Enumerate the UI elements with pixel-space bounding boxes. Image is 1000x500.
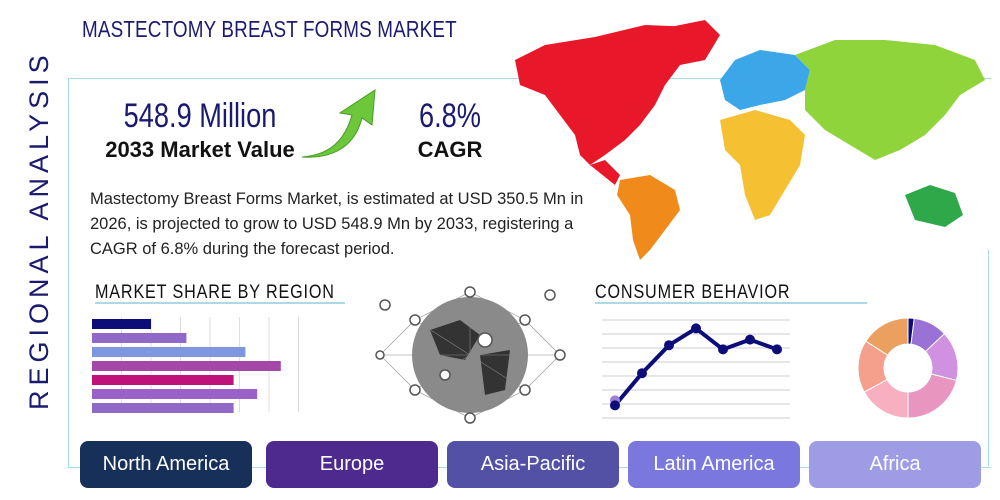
bar [92, 375, 234, 385]
map-africa [720, 110, 805, 220]
data-point [772, 344, 782, 355]
bar [92, 333, 187, 343]
tab-label: Latin America [653, 453, 775, 475]
description: Mastectomy Breast Forms Market, is estim… [90, 190, 584, 258]
map-europe [720, 50, 810, 110]
tab-label: Asia-Pacific [480, 453, 586, 475]
map-greenland [655, 20, 720, 65]
tab-africa[interactable]: Africa [809, 441, 981, 488]
tab-europe[interactable]: Europe [266, 441, 438, 488]
consumer-behavior-underline [595, 302, 867, 304]
tab-label: Africa [869, 453, 921, 475]
data-point [691, 323, 701, 334]
market-share-bar-chart [92, 317, 299, 413]
consumer-donut-chart [857, 317, 959, 419]
donut-slice [907, 373, 958, 419]
consumer-line-chart [602, 319, 790, 419]
cagr-value: 6.8% [419, 97, 481, 135]
tab-latin-america[interactable]: Latin America [628, 441, 800, 488]
map-australia [905, 185, 963, 227]
map-asia [795, 40, 985, 160]
market-value-label: 2033 Market Value [105, 137, 295, 162]
cagr-label: CAGR [417, 137, 483, 162]
market-share-heading: MARKET SHARE BY REGION [95, 282, 335, 303]
growth-arrow-icon [301, 89, 376, 158]
content-frame-right [988, 250, 989, 466]
market-value: 548.9 Million [123, 97, 277, 135]
tab-asia-pacific[interactable]: Asia-Pacific [447, 441, 619, 488]
tab-label: Europe [319, 453, 385, 475]
market-share-underline [95, 302, 345, 304]
map-central-america [590, 160, 620, 185]
tab-north-america[interactable]: North America [80, 441, 252, 488]
data-point [637, 368, 647, 379]
world-map [515, 20, 985, 260]
map-north-america [515, 25, 705, 165]
consumer-behavior-heading: CONSUMER BEHAVIOR [595, 282, 791, 303]
bar [92, 347, 246, 357]
tab-label: North America [102, 453, 230, 475]
map-south-america [617, 175, 680, 260]
bar [92, 361, 281, 371]
data-point [664, 340, 674, 351]
data-point [610, 400, 620, 411]
side-label: REGIONAL ANALYSIS [24, 50, 54, 410]
bar [92, 319, 151, 329]
donut-slice [865, 317, 909, 356]
bar [92, 389, 258, 399]
globe-network-image [375, 286, 566, 424]
data-point [745, 334, 755, 345]
data-point [718, 344, 728, 355]
bar [92, 403, 234, 413]
page-title: MASTECTOMY BREAST FORMS MARKET [82, 16, 457, 42]
